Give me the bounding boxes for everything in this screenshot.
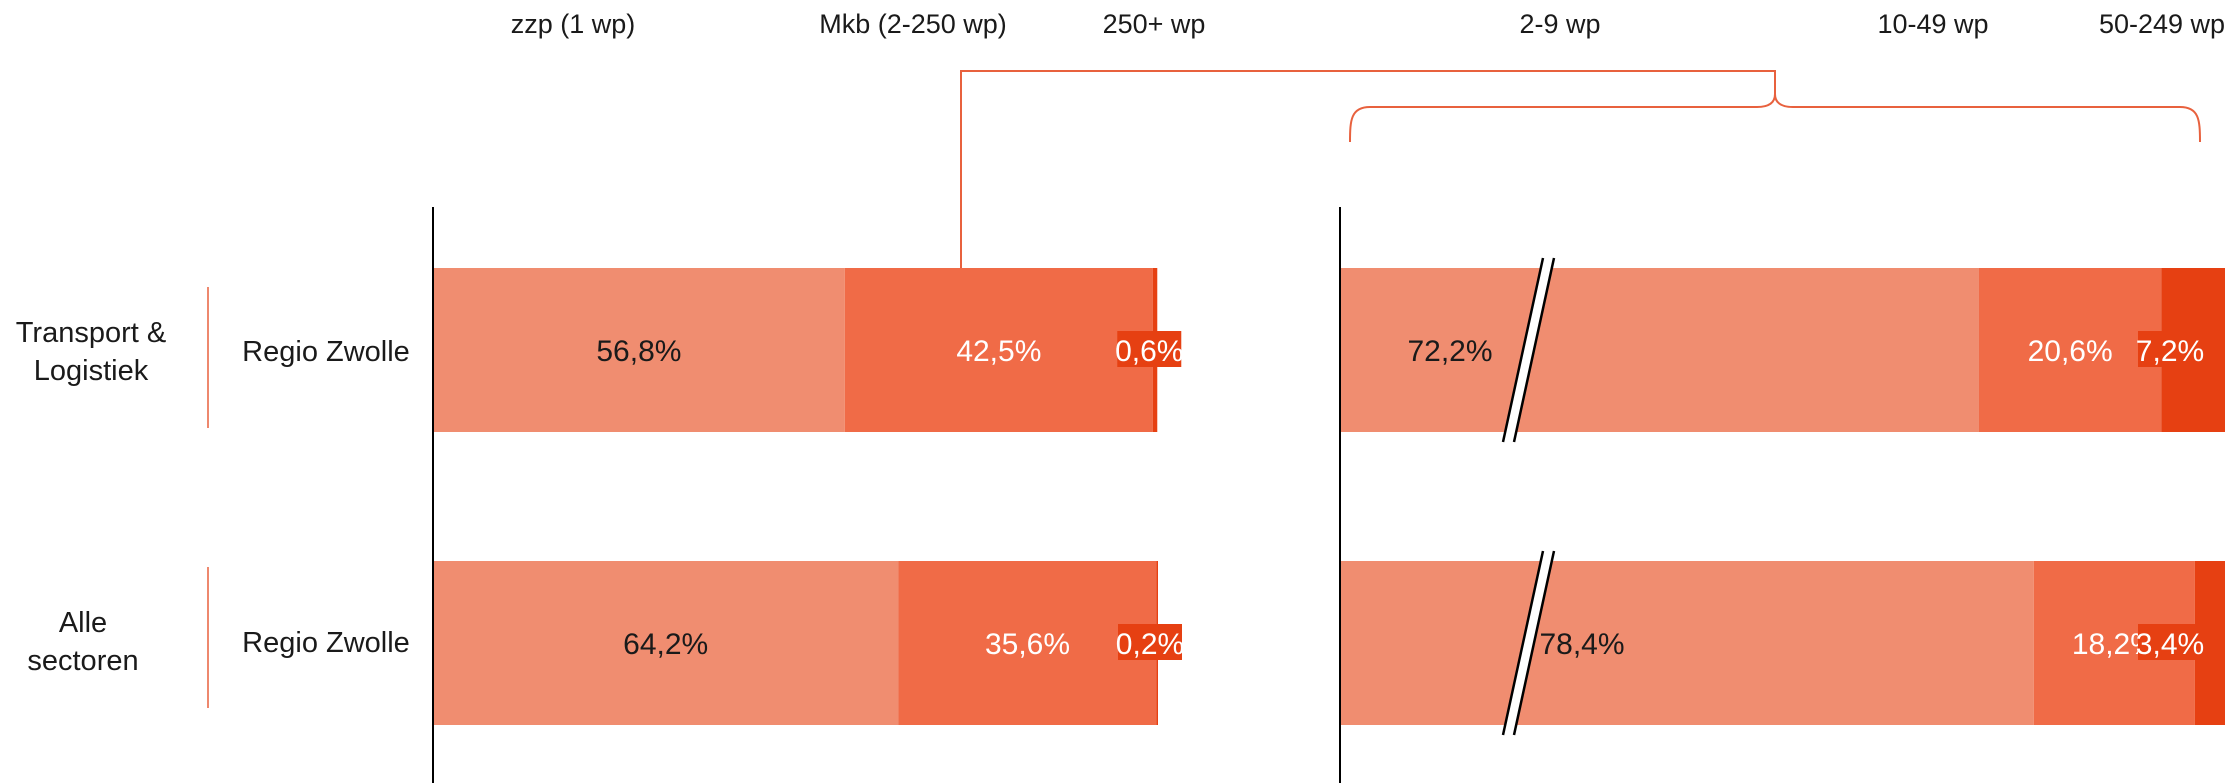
value-label: 3,4% xyxy=(2136,628,2204,661)
connector-line xyxy=(960,70,1776,268)
value-label-bg xyxy=(1117,331,1182,367)
region-label: Regio Zwolle xyxy=(242,627,410,659)
bar-segment xyxy=(1978,268,2162,432)
column-headers: zzp (1 wp) Mkb (2-250 wp) 250+ wp 2-9 wp… xyxy=(511,9,2225,39)
value-label: 20,6% xyxy=(2028,335,2113,368)
header-zzp: zzp (1 wp) xyxy=(511,9,636,39)
value-label-bg xyxy=(2138,331,2202,367)
value-label-bg xyxy=(1118,624,1182,660)
bar-segment xyxy=(898,561,1157,725)
row-labels: Transport & Logistiek Alle sectoren Regio … xyxy=(16,287,410,708)
bar-segment xyxy=(433,561,899,725)
header-50-249: 50-249 wp xyxy=(2099,9,2225,39)
value-label: 42,5% xyxy=(956,335,1041,368)
header-2-9: 2-9 wp xyxy=(1519,9,1600,39)
panel-mkb-breakdown: 72,2% 20,6% 7,2%78,4% 18,2%3,4% xyxy=(1340,257,2225,736)
mkb-breakdown-connector xyxy=(960,70,2201,268)
value-label-bg xyxy=(2138,624,2202,660)
value-label: 7,2% xyxy=(2136,335,2204,368)
header-10-49: 10-49 wp xyxy=(1877,9,1988,39)
region-label: Regio Zwolle xyxy=(242,336,410,368)
value-label: 64,2% xyxy=(623,628,708,661)
value-label: 0,2% xyxy=(1116,628,1184,661)
bar-segment xyxy=(1340,268,1979,432)
bar-segment xyxy=(433,268,845,432)
bar-segment xyxy=(844,268,1153,432)
header-250plus: 250+ wp xyxy=(1103,9,1206,39)
group-label-transport: Transport & Logistiek xyxy=(16,317,166,387)
value-label: 35,6% xyxy=(985,628,1070,661)
curly-brace xyxy=(1349,93,2201,143)
header-mkb: Mkb (2-250 wp) xyxy=(819,9,1007,39)
value-label: 0,6% xyxy=(1115,335,1183,368)
value-label: 78,4% xyxy=(1539,628,1624,661)
panel-size-classes: 56,8% 42,5% 0,6% 64,2% 35,6% 0,2% xyxy=(433,268,1184,725)
axis-break-mark xyxy=(1501,550,1556,736)
axis-break-mark xyxy=(1501,257,1556,443)
value-label: 72,2% xyxy=(1407,335,1492,368)
group-label-alle-sectoren: Alle sectoren xyxy=(27,607,138,677)
bar-segment xyxy=(1340,561,2034,725)
value-label: 56,8% xyxy=(596,335,681,368)
